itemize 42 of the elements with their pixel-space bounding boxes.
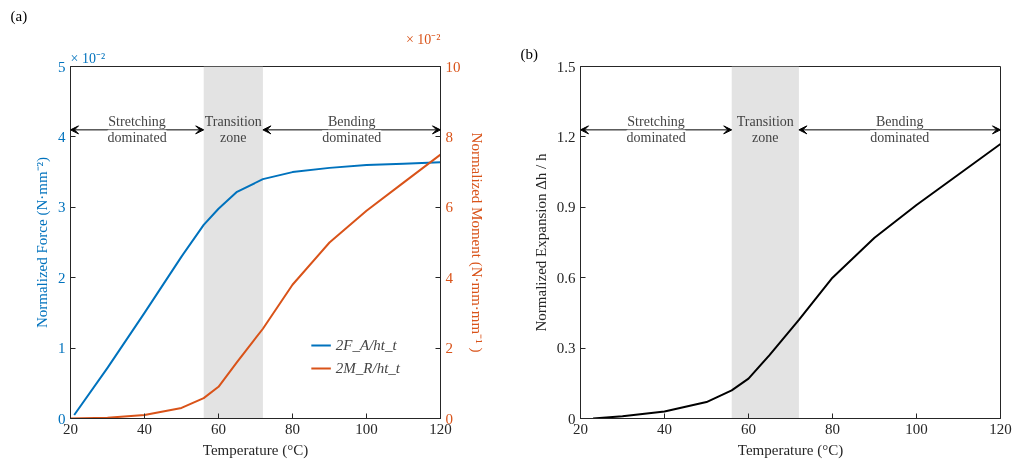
y2-tick-label: 4 [445,269,454,286]
band-label: Transition zone [736,114,794,146]
y2-axis-title: Normalized Moment (N·mm·mm⁻¹ ) [467,132,485,353]
y-tick-label: 2 [58,269,66,286]
y2-tick-label: 6 [445,199,454,216]
y-tick-label: 1 [58,340,66,357]
y-tick-label: 4 [58,128,66,145]
y-tick-label: 5 [58,58,66,75]
annotation: Bending dominated [322,114,382,146]
y-tick-label: 1.2 [556,128,576,145]
x-tick-label: 100 [905,420,928,437]
y-tick-label: 0.3 [556,340,576,357]
y-tick-label: 0.9 [556,199,576,216]
x-tick-label: 40 [657,420,672,437]
chart-title: (a) [10,7,28,25]
band-label: Transition zone [204,114,262,146]
y-tick-label: 1.5 [556,58,576,75]
text: × 10⁻² [70,50,106,66]
x-tick-label: 40 [137,420,152,437]
y-tick-label: 3 [58,199,66,216]
x-tick-label: 60 [211,420,226,437]
x-tick-label: 80 [285,420,300,437]
x-tick-label: 120 [989,420,1012,437]
chart-title: (b) [520,45,538,63]
annotation: Stretching dominated [626,114,686,146]
y-axis-title: Normalized Expansion Δh / h [532,153,549,332]
x-tick-label: 100 [355,420,378,437]
line-series [592,142,1001,419]
x-tick-label: 60 [741,420,756,437]
legend-label: 2F_A/ht_t [335,336,397,354]
y-tick-label: 0.6 [556,269,576,286]
y2-tick-label: 8 [445,128,453,145]
x-axis-title: Temperature (°C) [202,441,309,459]
text: × 10⁻² [405,31,441,47]
y2-tick-label: 2 [445,340,453,357]
y-axis-title: Normalized Force (N·mm⁻²) [34,156,51,329]
x-tick-label: 80 [825,420,840,437]
x-axis-title: Temperature (°C) [737,441,844,459]
annotation: Stretching dominated [107,114,167,146]
annotation: Bending dominated [870,114,930,146]
y2-tick-label: 10 [445,58,461,75]
legend-label: 2M_R/ht_t [335,359,400,377]
